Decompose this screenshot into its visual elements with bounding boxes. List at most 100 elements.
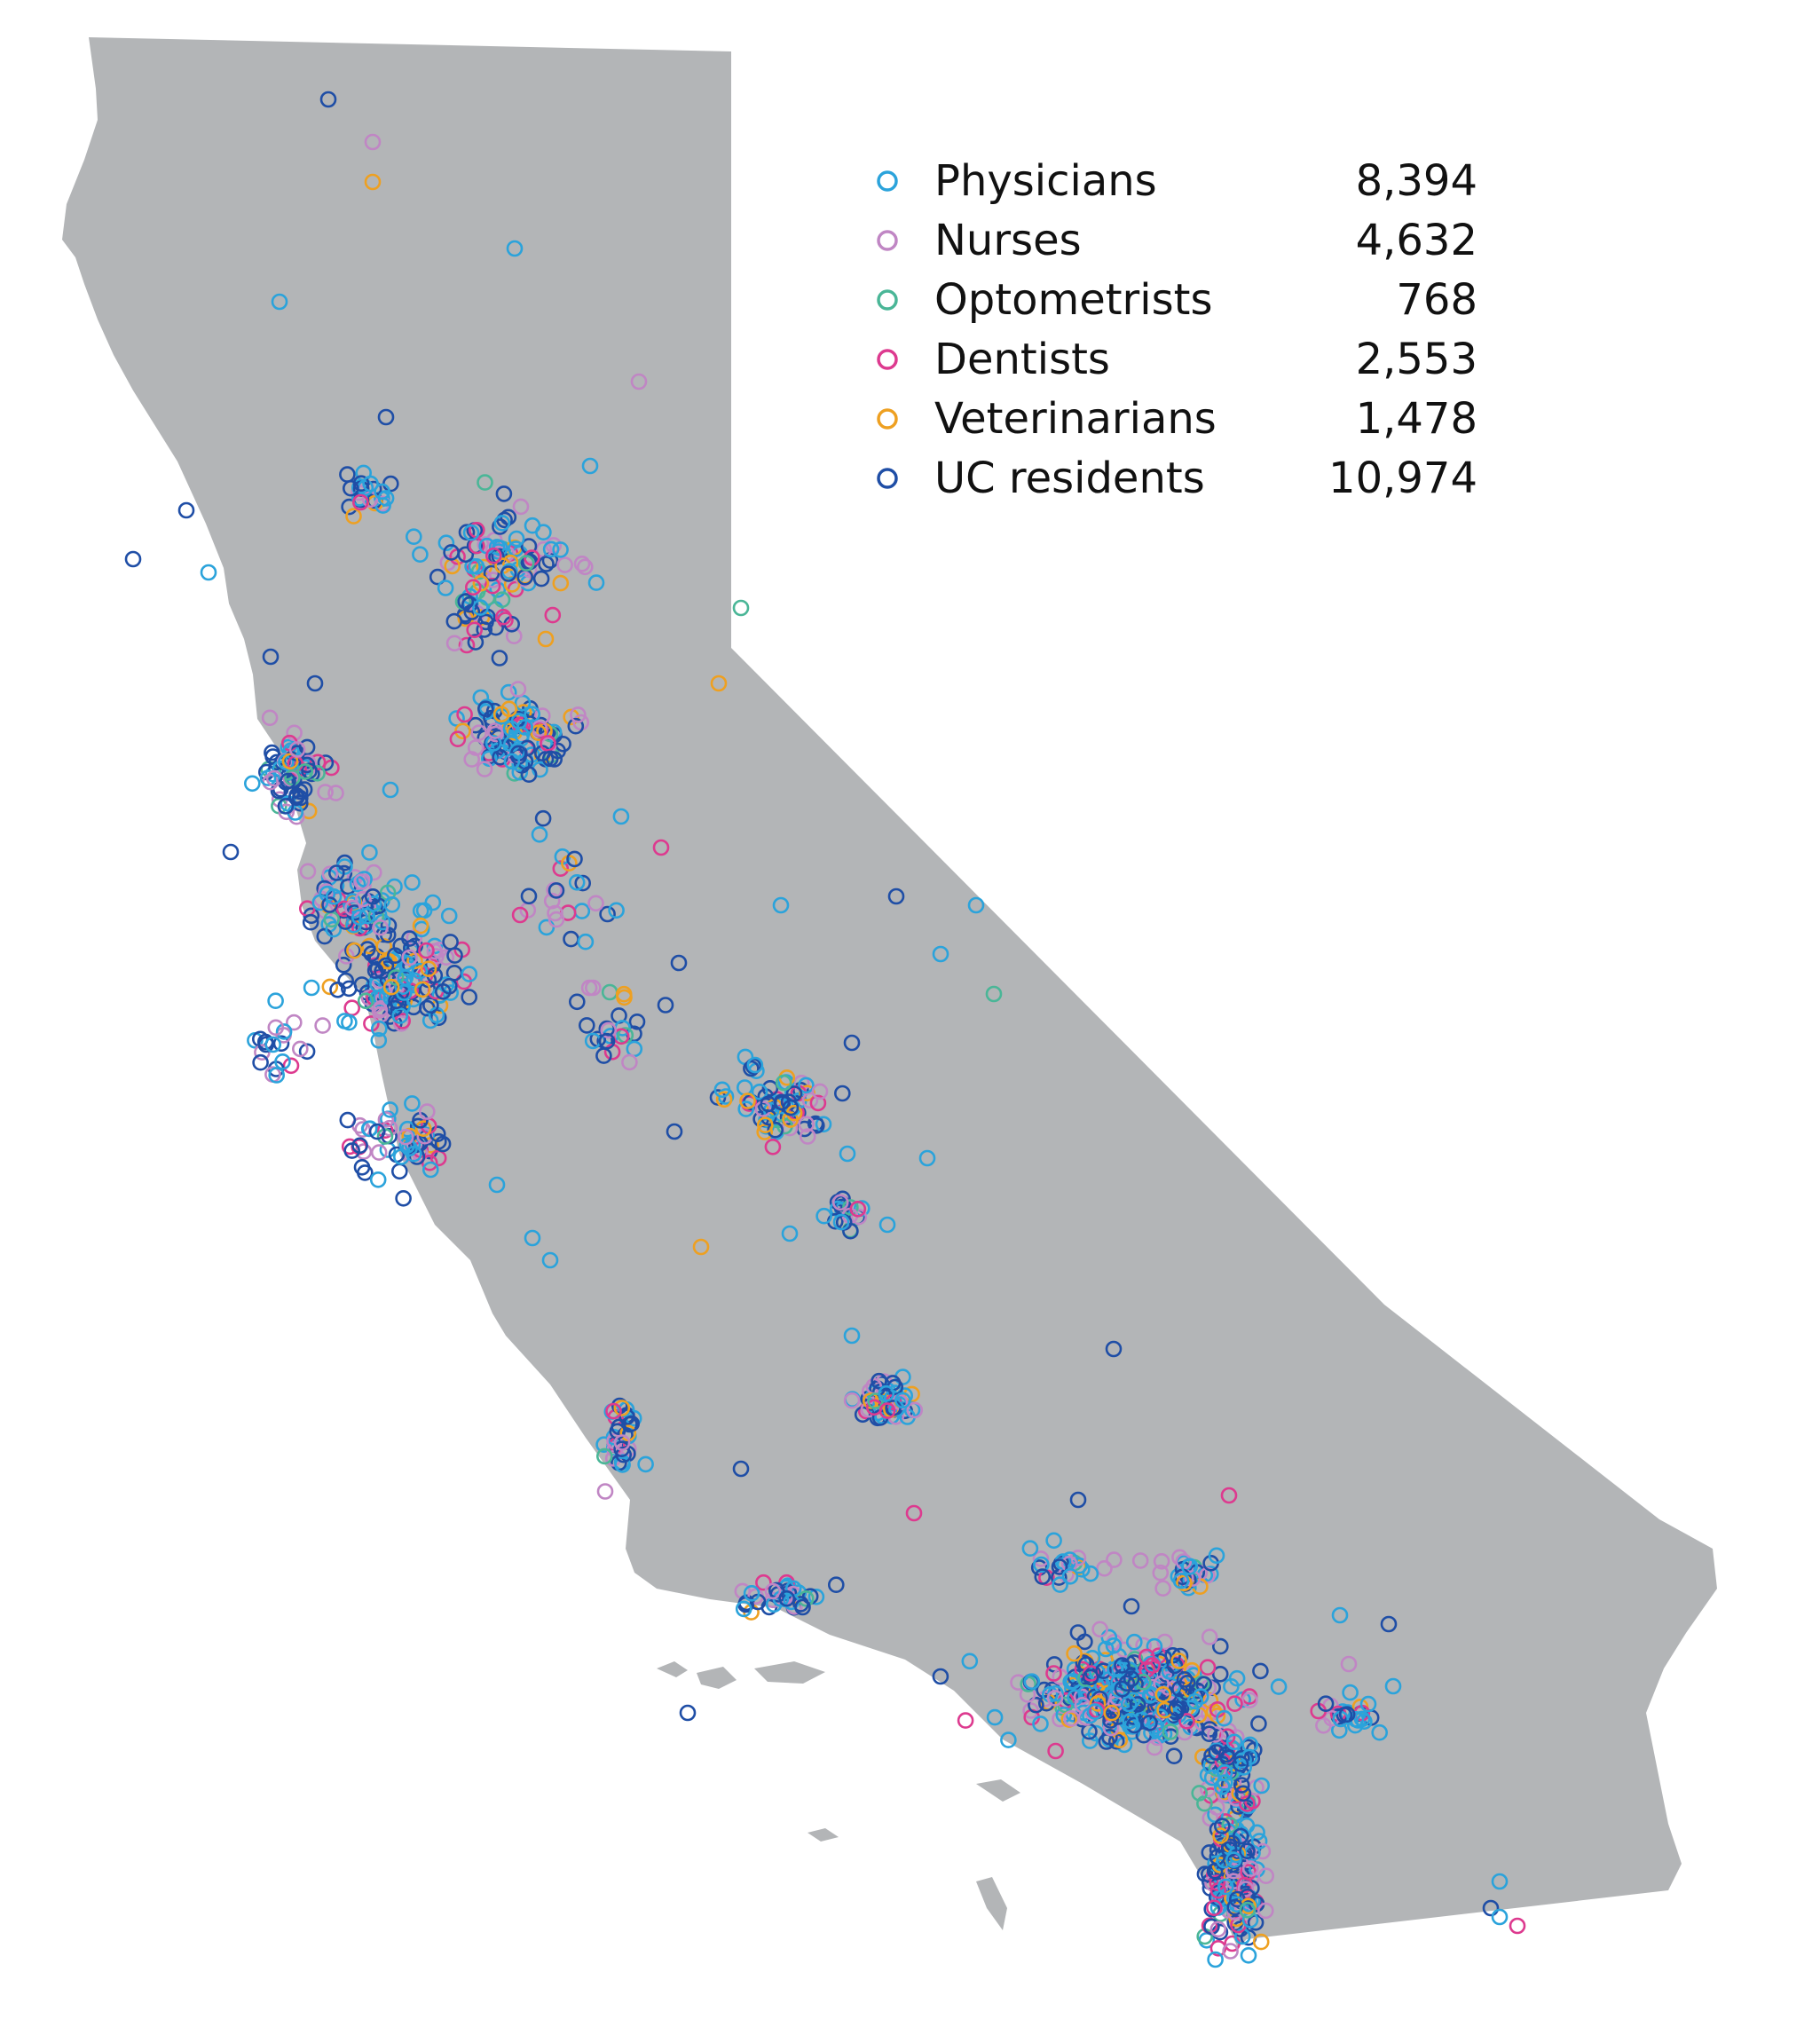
legend-count: 768 <box>1396 274 1477 325</box>
location-marker <box>887 887 905 905</box>
location-marker <box>1172 1572 1190 1589</box>
location-marker <box>317 784 334 801</box>
circle-outline-icon <box>877 229 898 251</box>
location-marker <box>437 580 454 596</box>
location-marker <box>1491 1908 1509 1926</box>
location-marker <box>200 564 217 581</box>
location-marker <box>1221 1817 1238 1834</box>
location-marker <box>775 1074 792 1092</box>
location-marker <box>612 808 630 825</box>
location-marker <box>1232 1827 1249 1845</box>
location-marker <box>357 992 374 1010</box>
location-marker <box>541 750 559 768</box>
location-marker <box>1045 1532 1062 1550</box>
location-marker <box>1153 1675 1170 1692</box>
legend-label: Optometrists <box>934 274 1213 325</box>
location-marker <box>543 892 561 910</box>
location-marker <box>1250 1715 1267 1732</box>
location-marker <box>1356 1713 1373 1730</box>
location-marker <box>1331 1606 1349 1624</box>
location-marker <box>932 945 949 963</box>
location-marker <box>1143 1686 1160 1703</box>
location-marker <box>342 479 359 497</box>
location-marker <box>500 565 517 582</box>
location-marker <box>637 1455 654 1473</box>
location-marker <box>567 717 585 735</box>
location-marker <box>715 1091 733 1108</box>
circle-outline-icon <box>877 170 898 192</box>
location-marker <box>268 1067 286 1084</box>
location-marker <box>542 540 560 558</box>
location-marker <box>532 570 550 588</box>
channel-island <box>808 1828 839 1842</box>
location-marker <box>494 608 512 626</box>
location-markers <box>124 91 1526 1968</box>
location-marker <box>878 1384 895 1402</box>
location-marker <box>472 599 489 616</box>
location-marker <box>746 1056 764 1074</box>
location-marker <box>520 538 538 555</box>
location-marker <box>773 1093 791 1111</box>
location-marker <box>630 373 648 390</box>
location-marker <box>713 1081 731 1099</box>
channel-island <box>976 1779 1020 1802</box>
location-marker <box>262 648 280 666</box>
location-marker <box>511 906 529 924</box>
location-marker <box>544 606 562 624</box>
location-marker <box>1209 1940 1227 1957</box>
location-marker <box>967 896 985 914</box>
location-marker <box>1123 1597 1140 1615</box>
location-marker <box>512 498 530 516</box>
location-marker <box>1208 1547 1225 1565</box>
location-marker <box>1217 1774 1233 1791</box>
location-marker <box>466 621 484 639</box>
location-marker <box>360 990 378 1006</box>
location-marker <box>679 1704 697 1722</box>
location-marker <box>547 904 563 922</box>
location-marker <box>809 1094 827 1112</box>
location-marker <box>274 1053 291 1070</box>
location-marker <box>352 475 370 493</box>
location-marker <box>486 722 504 739</box>
location-marker <box>1211 1666 1229 1683</box>
location-marker <box>1217 1878 1234 1896</box>
location-marker <box>1338 1706 1356 1723</box>
location-marker <box>267 1019 285 1037</box>
legend-item-physicians: Physicians 8,394 <box>874 151 1477 210</box>
legend-count: 4,632 <box>1355 215 1477 265</box>
location-marker <box>794 1598 811 1616</box>
location-marker <box>275 1023 293 1040</box>
location-marker <box>628 1014 646 1030</box>
location-marker <box>615 1446 633 1463</box>
location-marker <box>1069 1624 1087 1641</box>
location-marker <box>256 1033 274 1051</box>
location-marker <box>1075 1654 1092 1671</box>
location-marker <box>476 761 493 777</box>
location-marker <box>652 839 670 856</box>
location-marker <box>362 475 379 493</box>
location-marker <box>548 882 565 899</box>
location-marker <box>461 989 478 1006</box>
location-marker <box>1209 1921 1227 1938</box>
location-marker <box>1051 1558 1068 1575</box>
location-marker <box>467 634 485 651</box>
location-marker <box>412 546 429 564</box>
location-marker <box>613 1400 631 1416</box>
location-marker <box>345 508 362 525</box>
circle-outline-icon <box>877 467 898 489</box>
location-marker <box>364 133 382 151</box>
location-marker <box>613 1434 631 1451</box>
location-marker <box>321 865 339 883</box>
location-marker <box>1207 1951 1224 1968</box>
location-marker <box>335 900 353 918</box>
location-marker <box>1129 1696 1146 1713</box>
location-marker <box>598 1032 616 1050</box>
location-marker <box>508 530 525 548</box>
location-marker <box>511 755 529 772</box>
location-marker <box>1181 1558 1198 1575</box>
location-marker <box>1066 1645 1083 1662</box>
location-marker <box>1340 1655 1358 1673</box>
location-marker <box>538 919 555 936</box>
location-marker <box>382 978 400 996</box>
location-marker <box>524 1229 541 1247</box>
